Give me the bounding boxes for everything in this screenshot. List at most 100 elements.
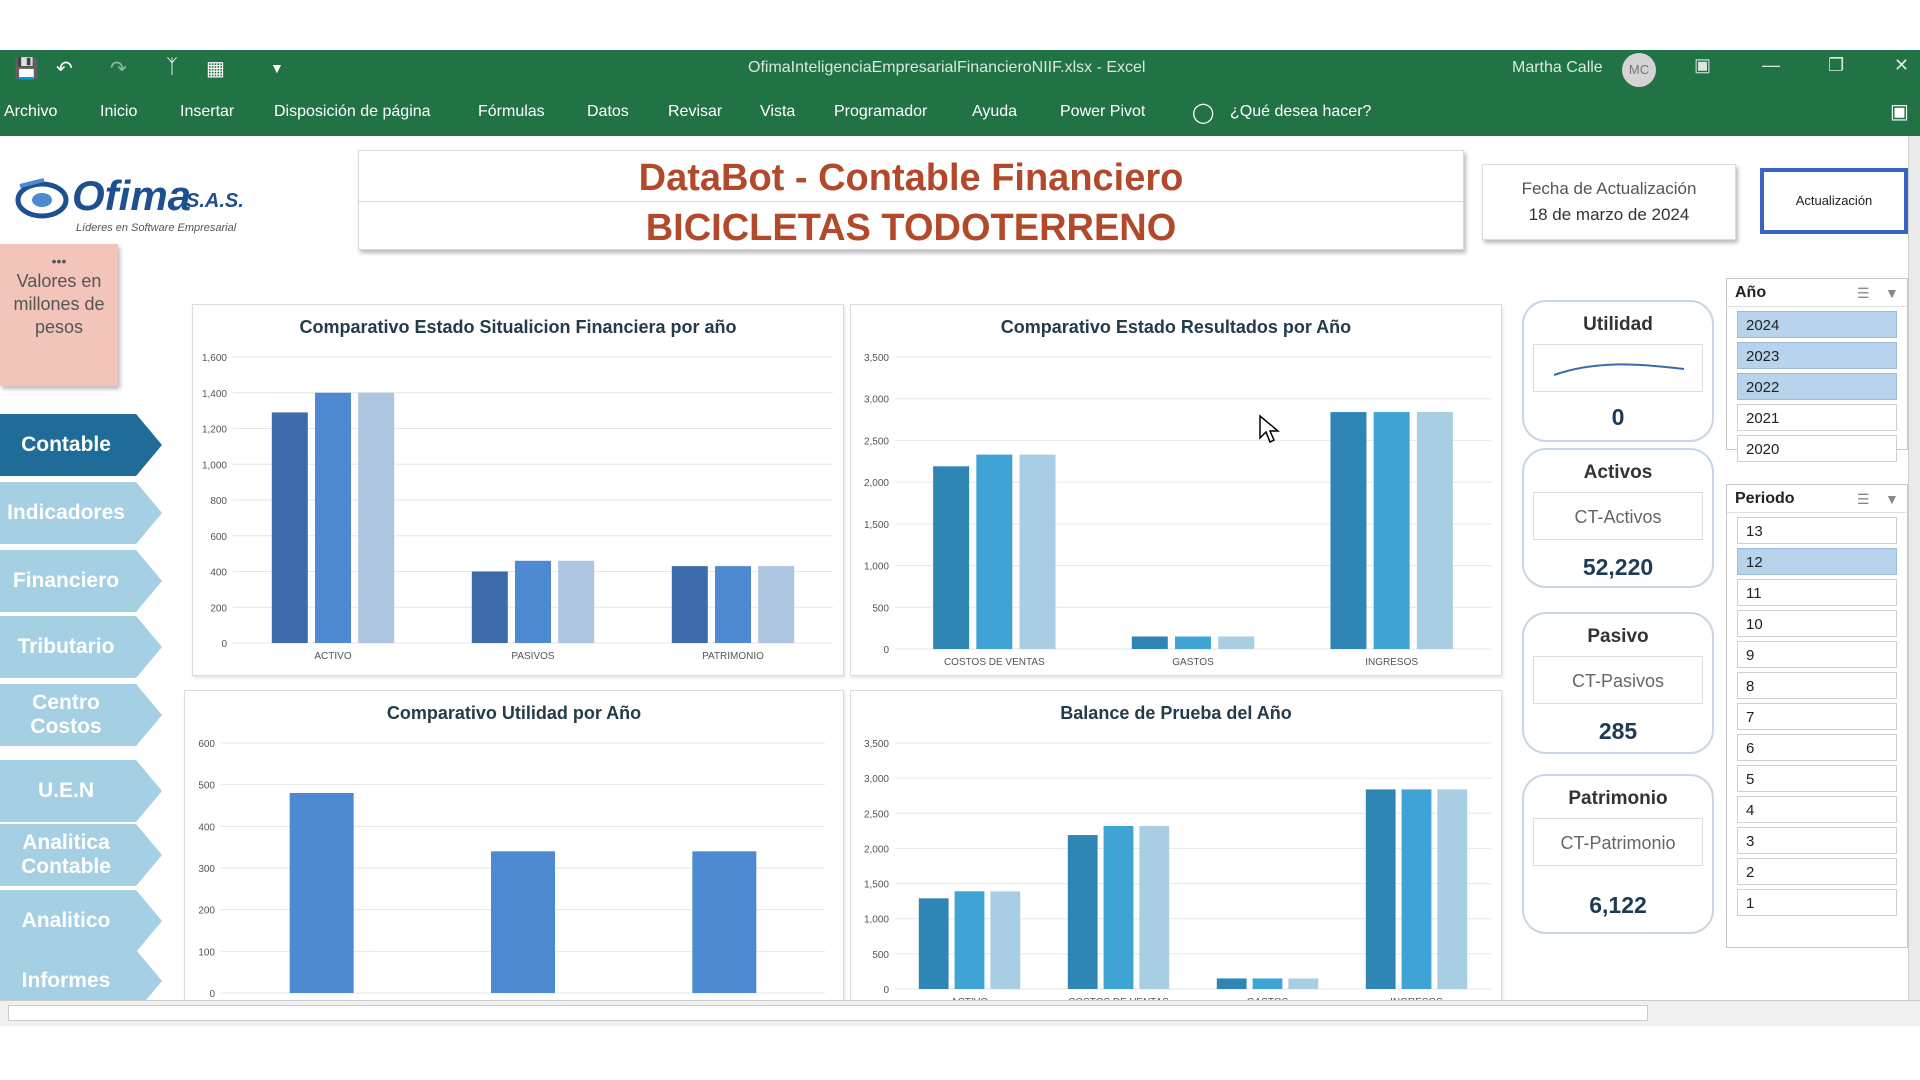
comments-icon[interactable]: ▣	[1890, 101, 1909, 123]
slicer-item-period-9[interactable]: 9	[1737, 641, 1897, 668]
title-bar: 💾 ↶ ↷ ᛉ ▦ ▼ OfimaInteligenciaEmpresarial…	[0, 50, 1920, 88]
y-tick-label: 600	[198, 739, 215, 750]
undo-icon[interactable]: ↶	[56, 58, 73, 80]
nav-uen[interactable]: U.E.N	[0, 760, 162, 822]
bar-activo-2023	[954, 891, 985, 989]
chart-utilidad[interactable]: Comparativo Utilidad por Año 0 100 200 300 4…	[184, 690, 844, 1000]
slicer-item-period-13[interactable]: 13	[1737, 517, 1897, 544]
save-icon[interactable]: 💾	[14, 58, 39, 80]
bar-pasivos-2023	[515, 560, 551, 643]
tab-inicio[interactable]: Inicio	[100, 103, 138, 120]
tab-archivo[interactable]: Archivo	[4, 103, 58, 120]
bar-costos-de-ventas-2022	[1067, 835, 1098, 989]
page-title: DataBot - Contable Financiero	[638, 157, 1184, 199]
y-tick-label: 200	[198, 906, 215, 917]
kpi-measure: CT-Patrimonio	[1533, 818, 1703, 866]
nav-indicadores[interactable]: Indicadores	[0, 482, 162, 544]
horizontal-scroll-thumb[interactable]	[8, 1005, 1648, 1021]
y-tick-label: 2,500	[864, 436, 889, 447]
tab-insertar[interactable]: Insertar	[180, 103, 235, 120]
clear-filter-icon[interactable]: ▼	[1885, 491, 1899, 507]
tab-ayuda[interactable]: Ayuda	[972, 103, 1018, 120]
tab-vista[interactable]: Vista	[760, 103, 796, 120]
tab-revisar[interactable]: Revisar	[668, 103, 723, 120]
avatar[interactable]: MC	[1622, 53, 1656, 87]
chart-situacion-financiera[interactable]: Comparativo Estado Situalicion Financier…	[192, 304, 844, 676]
multiselect-icon[interactable]: ☰	[1857, 491, 1870, 507]
chart-estado-resultados[interactable]: Comparativo Estado Resultados por Año 0 5…	[850, 304, 1502, 676]
nav-informes[interactable]: Informes	[0, 950, 162, 1000]
lightbulb-icon[interactable]: ◯	[1192, 102, 1215, 124]
nav-contable[interactable]: Contable	[0, 414, 162, 476]
dashboard-header: DataBot - Contable Financiero BICICLETAS…	[358, 150, 1464, 250]
slicer-item-period-8[interactable]: 8	[1737, 672, 1897, 699]
nav-centro-costos[interactable]: Centro Costos	[0, 684, 162, 746]
y-tick-label: 1,200	[202, 425, 227, 436]
update-button[interactable]: Actualización	[1760, 168, 1908, 234]
slicer-item-year-2023[interactable]: 2023	[1737, 342, 1897, 369]
chart-title: Comparativo Estado Resultados por Año	[1000, 317, 1352, 337]
slicer-item-period-1[interactable]: 1	[1737, 889, 1897, 916]
slicer-item-year-2022[interactable]: 2022	[1737, 373, 1897, 400]
slicer-item-year-2024[interactable]: 2024	[1737, 311, 1897, 338]
restore-icon[interactable]: ❐	[1828, 55, 1845, 75]
y-tick-label: 0	[221, 639, 227, 650]
worksheet[interactable]: Ofima S.A.S. Líderes en Software Empresa…	[0, 136, 1908, 1000]
slicer-item-period-12[interactable]: 12	[1737, 548, 1897, 575]
slicer-item-period-3[interactable]: 3	[1737, 827, 1897, 854]
tab-disposicion[interactable]: Disposición de página	[274, 103, 431, 120]
ribbon-tabs: Archivo Inicio Insertar Disposición de p…	[0, 88, 1920, 136]
y-tick-label: 1,500	[864, 880, 889, 891]
ribbon-display-icon[interactable]: ▣	[1694, 55, 1712, 75]
slicer-item-period-2[interactable]: 2	[1737, 858, 1897, 885]
kpi-measure: CT-Activos	[1533, 492, 1703, 540]
bar-gastos-2023	[1175, 636, 1211, 649]
tell-me-search[interactable]: ¿Qué desea hacer?	[1230, 103, 1372, 120]
slicer-item-period-10[interactable]: 10	[1737, 610, 1897, 637]
tab-datos[interactable]: Datos	[587, 103, 629, 120]
clear-filter-icon[interactable]: ▼	[1885, 285, 1899, 301]
logo-tagline: Líderes en Software Empresarial	[76, 222, 237, 234]
update-date-value: 18 de marzo de 2024	[1528, 205, 1690, 224]
horizontal-scrollbar[interactable]	[0, 1000, 1920, 1026]
form-icon[interactable]: ▦	[206, 58, 225, 80]
nav-financiero[interactable]: Financiero	[0, 550, 162, 612]
y-tick-label: 400	[210, 568, 227, 579]
chart-balance-prueba[interactable]: Balance de Prueba del Año 0 500 1,000 1,500…	[850, 690, 1502, 1000]
slicer-ano[interactable]: Año ☰ ▼ 2024 2023 2022 2021 2020	[1726, 278, 1908, 462]
slicer-item-period-11[interactable]: 11	[1737, 579, 1897, 606]
nav-analitica-contable[interactable]: Analitica Contable	[0, 824, 162, 886]
close-icon[interactable]: ✕	[1894, 55, 1910, 75]
minimize-icon[interactable]: —	[1762, 55, 1780, 75]
y-tick-label: 1,500	[864, 520, 889, 531]
nav-analitico[interactable]: Analitico	[0, 890, 162, 952]
slicer-item-period-6[interactable]: 6	[1737, 734, 1897, 761]
multiselect-icon[interactable]: ☰	[1857, 285, 1870, 301]
slicer-item-year-2020[interactable]: 2020	[1737, 435, 1897, 462]
user-name[interactable]: Martha Calle	[1512, 59, 1603, 76]
bar-gastos-2022	[1131, 636, 1168, 649]
y-tick-label: 2,000	[864, 844, 889, 855]
tab-programador[interactable]: Programador	[834, 103, 928, 120]
slicer-periodo[interactable]: Periodo ☰ ▼ 13 12 11 10 9 8 7 6 5 4 3 2 1	[1726, 484, 1908, 948]
redo-icon[interactable]: ↷	[110, 58, 127, 80]
tab-power-pivot[interactable]: Power Pivot	[1060, 103, 1146, 120]
slicer-header: Año ☰ ▼	[1727, 279, 1907, 307]
slicer-item-period-4[interactable]: 4	[1737, 796, 1897, 823]
bar-costos-de-ventas-2024	[1139, 825, 1170, 989]
x-tick-label: PASIVOS	[511, 651, 554, 662]
spelling-icon[interactable]: ᛉ	[166, 56, 178, 78]
customize-quick-access-icon[interactable]: ▼	[270, 60, 284, 76]
slicer-item-year-2021[interactable]: 2021	[1737, 404, 1897, 431]
ofima-logo: Ofima S.A.S. Líderes en Software Empresa…	[14, 172, 254, 242]
bar-cat2-Utilidad	[692, 851, 757, 993]
y-tick-label: 600	[210, 532, 227, 543]
vertical-scrollbar[interactable]	[1908, 136, 1920, 1000]
bar-gastos-2024	[1288, 978, 1319, 989]
x-tick-label: GASTOS	[1247, 997, 1289, 1000]
nav-tributario[interactable]: Tributario	[0, 616, 162, 678]
tab-formulas[interactable]: Fórmulas	[478, 103, 545, 120]
y-tick-label: 500	[198, 781, 215, 792]
slicer-item-period-5[interactable]: 5	[1737, 765, 1897, 792]
slicer-item-period-7[interactable]: 7	[1737, 703, 1897, 730]
